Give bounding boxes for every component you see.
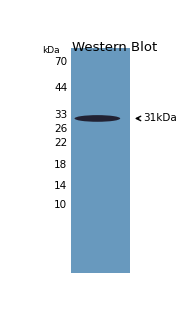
Text: 10: 10: [54, 200, 67, 210]
Text: 44: 44: [54, 83, 67, 93]
Text: 18: 18: [54, 160, 67, 170]
Bar: [71, 48, 130, 273]
Text: 33: 33: [54, 110, 67, 120]
Text: 70: 70: [54, 57, 67, 67]
Text: 26: 26: [54, 124, 67, 134]
Text: 14: 14: [54, 181, 67, 191]
Text: kDa: kDa: [42, 46, 60, 55]
Text: Western Blot: Western Blot: [72, 41, 158, 54]
Text: 22: 22: [54, 138, 67, 148]
Ellipse shape: [74, 115, 120, 122]
Text: 31kDa: 31kDa: [143, 113, 177, 124]
